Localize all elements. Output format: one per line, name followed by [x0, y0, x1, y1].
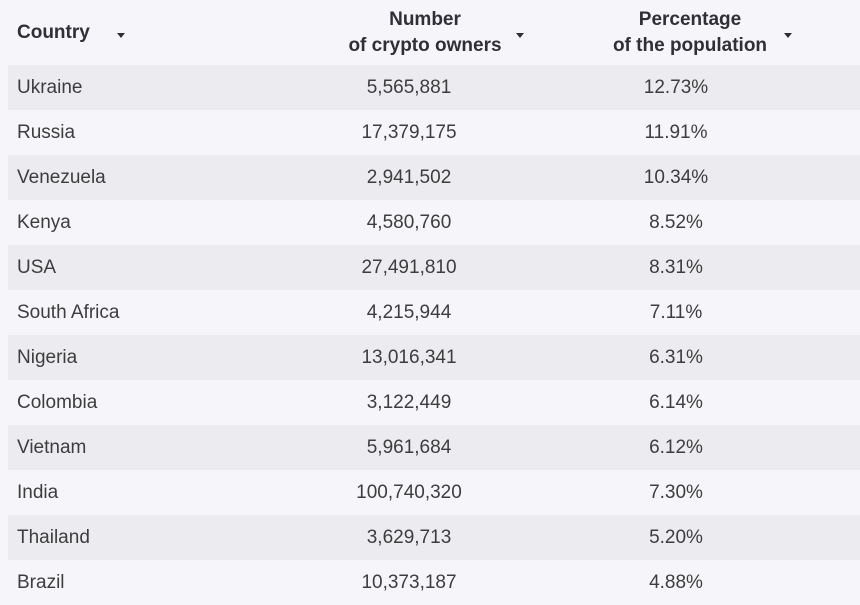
crypto-owners-cell: 5,961,684	[366, 437, 452, 458]
table-row: Vietnam 5,961,684 6.12%	[8, 425, 860, 470]
crypto-owners-cell: 10,373,187	[361, 572, 457, 593]
population-percentage-cell: 6.14%	[649, 392, 703, 413]
country-cell: Kenya	[17, 212, 71, 233]
population-percentage-cell: 8.52%	[649, 212, 703, 233]
country-cell: South Africa	[17, 302, 120, 323]
column-header-population-percentage-label: Percentage of the population	[613, 7, 767, 59]
table-row: USA 27,491,810 8.31%	[8, 245, 860, 290]
country-cell: Vietnam	[17, 437, 87, 458]
column-header-crypto-owners-line2: of crypto owners	[348, 34, 502, 56]
population-percentage-cell: 8.31%	[649, 257, 703, 278]
table-row: Kenya 4,580,760 8.52%	[8, 200, 860, 245]
caret-down-icon[interactable]	[516, 33, 524, 38]
crypto-owners-cell: 4,215,944	[366, 302, 452, 323]
country-cell: USA	[17, 257, 57, 278]
population-percentage-cell: 6.12%	[649, 437, 703, 458]
column-header-crypto-owners-line1: Number	[389, 8, 461, 30]
population-percentage-cell: 7.11%	[649, 302, 703, 323]
country-cell: Colombia	[17, 392, 98, 413]
country-cell: Brazil	[17, 572, 65, 593]
table-row: Colombia 3,122,449 6.14%	[8, 380, 860, 425]
crypto-owners-cell: 13,016,341	[361, 347, 457, 368]
column-header-population-percentage-line1: Percentage	[638, 8, 742, 30]
column-header-country-label: Country	[17, 21, 90, 43]
table-row: Nigeria 13,016,341 6.31%	[8, 335, 860, 380]
crypto-owners-cell: 5,565,881	[366, 77, 452, 98]
population-percentage-cell: 4.88%	[649, 572, 703, 593]
caret-down-icon[interactable]	[784, 33, 792, 38]
column-header-population-percentage[interactable]: Percentage of the population	[565, 0, 815, 65]
population-percentage-cell: 5.20%	[649, 527, 703, 548]
column-header-crypto-owners-label: Number of crypto owners	[348, 7, 501, 59]
table-row: India 100,740,320 7.30%	[8, 470, 860, 515]
table-row: Ukraine 5,565,881 12.73%	[8, 65, 860, 110]
crypto-owners-cell: 3,629,713	[366, 527, 452, 548]
table-row: Thailand 3,629,713 5.20%	[8, 515, 860, 560]
country-cell: Nigeria	[17, 347, 78, 368]
country-cell: Venezuela	[17, 167, 106, 188]
crypto-owners-cell: 3,122,449	[366, 392, 452, 413]
column-header-population-percentage-line2: of the population	[612, 34, 768, 56]
country-cell: Thailand	[17, 527, 90, 548]
table-body: Ukraine 5,565,881 12.73% Russia 17,379,1…	[8, 65, 860, 605]
column-header-crypto-owners[interactable]: Number of crypto owners	[300, 0, 550, 65]
table-row: Venezuela 2,941,502 10.34%	[8, 155, 860, 200]
population-percentage-cell: 6.31%	[649, 347, 703, 368]
table-row: Brazil 10,373,187 4.88%	[8, 560, 860, 605]
population-percentage-cell: 7.30%	[649, 482, 703, 503]
crypto-owners-cell: 2,941,502	[366, 167, 452, 188]
column-header-country[interactable]: Country	[17, 0, 267, 65]
population-percentage-cell: 11.91%	[644, 122, 708, 143]
crypto-owners-cell: 100,740,320	[356, 482, 462, 503]
crypto-owners-cell: 27,491,810	[361, 257, 457, 278]
table-header: Country Number of crypto owners Percenta…	[0, 0, 860, 65]
caret-down-icon[interactable]	[117, 33, 125, 38]
table-row: Russia 17,379,175 11.91%	[8, 110, 860, 155]
population-percentage-cell: 10.34%	[643, 167, 709, 188]
crypto-owners-cell: 17,379,175	[361, 122, 457, 143]
table-row: South Africa 4,215,944 7.11%	[8, 290, 860, 335]
population-percentage-cell: 12.73%	[643, 77, 709, 98]
country-cell: India	[17, 482, 59, 503]
crypto-owners-cell: 4,580,760	[366, 212, 452, 233]
country-cell: Russia	[17, 122, 76, 143]
country-cell: Ukraine	[17, 77, 83, 98]
